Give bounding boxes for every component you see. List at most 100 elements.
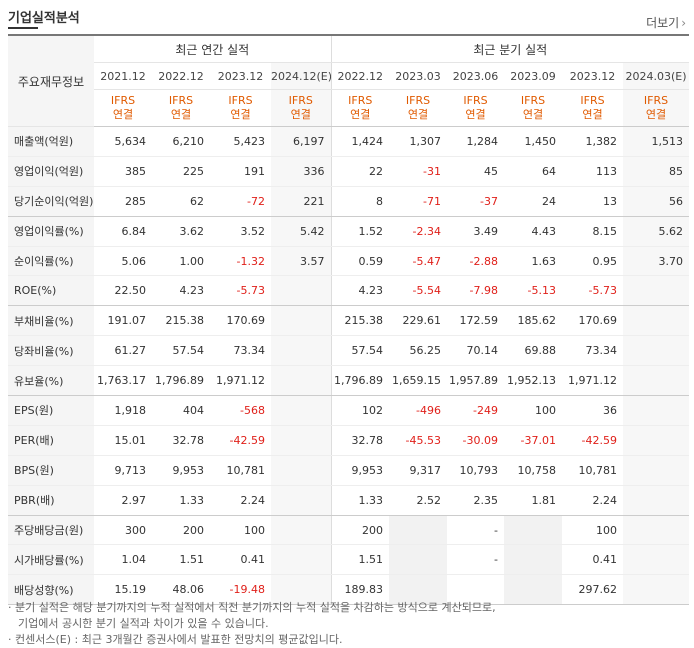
table-cell: -5.54	[389, 275, 447, 307]
table-cell: 69.88	[504, 335, 562, 367]
ifrs-label: IFRS	[405, 94, 431, 107]
period-header: 2023.12	[210, 62, 271, 90]
consolidated-label: 연결	[522, 108, 544, 121]
ifrs-header: IFRS 연결	[94, 89, 152, 127]
table-cell: 0.41	[562, 544, 623, 576]
table-cell	[271, 455, 332, 486]
ifrs-header: IFRS 연결	[504, 89, 562, 127]
table-cell: 385	[94, 156, 152, 187]
table-cell: 64	[504, 156, 562, 187]
table-cell	[271, 515, 332, 546]
table-cell	[623, 365, 690, 397]
table-cell: 5,423	[210, 126, 271, 157]
table-cell	[623, 335, 690, 367]
table-cell: 3.52	[210, 216, 271, 247]
table-cell: -7.98	[447, 275, 504, 307]
table-row: 유보율(%) 1,763.17 1,796.89 1,971.12 1,796.89 1,…	[8, 365, 690, 397]
more-link[interactable]: 더보기 ›	[646, 14, 686, 31]
chevron-right-icon: ›	[681, 16, 686, 30]
row-header-cell: 주요재무정보	[8, 35, 94, 127]
table-cell	[389, 515, 447, 546]
table-cell: 5.06	[94, 246, 152, 277]
table-row: PBR(배) 2.97 1.33 2.24 1.33 2.52 2.35 1.81 2.24	[8, 485, 690, 516]
table-cell: 1,796.89	[152, 365, 210, 397]
table-cell: 57.54	[152, 335, 210, 367]
table-cell	[271, 335, 332, 367]
table-cell: 32.78	[152, 425, 210, 456]
table-cell: 6,210	[152, 126, 210, 157]
table-cell: 1.00	[152, 246, 210, 277]
table-cell: 10,758	[504, 455, 562, 486]
consolidated-label: 연결	[112, 108, 134, 121]
table-cell	[623, 544, 690, 576]
table-cell: 170.69	[562, 305, 623, 337]
ifrs-header: IFRS 연결	[152, 89, 210, 127]
table-cell	[271, 275, 332, 307]
table-cell: 22	[330, 156, 389, 187]
ifrs-header: IFRS 연결	[562, 89, 623, 127]
table-cell: -30.09	[447, 425, 504, 456]
table-cell	[447, 574, 504, 606]
period-header: 2022.12	[152, 62, 210, 90]
row-label: PER(배)	[8, 425, 94, 456]
table-cell: 73.34	[562, 335, 623, 367]
table-cell: 9,317	[389, 455, 447, 486]
table-cell	[623, 485, 690, 516]
table-cell: 1.33	[152, 485, 210, 516]
row-label: 순이익률(%)	[8, 246, 94, 277]
table-cell	[389, 544, 447, 576]
row-label: 영업이익률(%)	[8, 216, 94, 247]
table-cell: -71	[389, 186, 447, 217]
period-header: 2024.12(E)	[271, 62, 332, 90]
table-cell: 102	[330, 395, 389, 426]
table-cell: 73.34	[210, 335, 271, 367]
table-cell: 6,197	[271, 126, 332, 157]
table-cell: -42.59	[210, 425, 271, 456]
table-cell: 285	[94, 186, 152, 217]
table-cell	[271, 395, 332, 426]
table-cell: 1,450	[504, 126, 562, 157]
table-cell	[623, 574, 690, 606]
table-cell	[271, 574, 332, 606]
table-cell: 1,918	[94, 395, 152, 426]
table-cell: 57.54	[330, 335, 389, 367]
table-cell: -2.34	[389, 216, 447, 247]
table-cell: 0.59	[330, 246, 389, 277]
table-cell: 2.24	[562, 485, 623, 516]
table-cell	[623, 395, 690, 426]
table-cell: 172.59	[447, 305, 504, 337]
table-cell	[623, 305, 690, 337]
row-label: 영업이익(억원)	[8, 156, 94, 187]
table-cell: 200	[330, 515, 389, 546]
table-cell: -2.88	[447, 246, 504, 277]
table-cell: 10,793	[447, 455, 504, 486]
table-cell: 2.24	[210, 485, 271, 516]
table-cell: -	[447, 544, 504, 576]
table-cell: 215.38	[330, 305, 389, 337]
table-cell: -19.48	[210, 574, 271, 606]
table-cell: -496	[389, 395, 447, 426]
table-cell: 2.97	[94, 485, 152, 516]
table-cell: 4.43	[504, 216, 562, 247]
table-cell: 22.50	[94, 275, 152, 307]
table-cell: 1,513	[623, 126, 690, 157]
table-cell: 13	[562, 186, 623, 217]
table-cell: 100	[504, 395, 562, 426]
table-cell: 8.15	[562, 216, 623, 247]
table-cell: 62	[152, 186, 210, 217]
table-cell: 9,713	[94, 455, 152, 486]
table-cell: 2.35	[447, 485, 504, 516]
table-cell: 189.83	[330, 574, 389, 606]
table-cell	[271, 485, 332, 516]
ifrs-label: IFRS	[288, 94, 313, 107]
row-label: 당기순이익(억원)	[8, 186, 94, 217]
table-cell: 45	[447, 156, 504, 187]
table-row: ROE(%) 22.50 4.23 -5.73 4.23 -5.54 -7.98 -5.13-…	[8, 275, 690, 307]
consolidated-label: 연결	[465, 108, 486, 121]
table-cell: 215.38	[152, 305, 210, 337]
table-cell: 1.33	[330, 485, 389, 516]
table-cell	[623, 275, 690, 307]
table-row: 영업이익률(%) 6.84 3.62 3.52 5.42 1.52 -2.34 3.49 4.4…	[8, 216, 690, 247]
table-cell: -31	[389, 156, 447, 187]
table-cell: -37.01	[504, 425, 562, 456]
